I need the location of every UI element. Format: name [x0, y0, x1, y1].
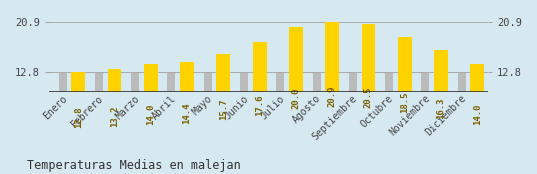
Text: 20.5: 20.5 — [364, 87, 373, 108]
Bar — [180, 62, 194, 150]
Bar — [289, 27, 303, 150]
Text: 14.4: 14.4 — [183, 102, 192, 124]
Text: 20.9: 20.9 — [328, 86, 337, 107]
Bar — [398, 37, 411, 150]
Bar — [277, 73, 284, 150]
Text: 13.2: 13.2 — [110, 105, 119, 127]
Bar — [349, 73, 357, 150]
Text: 16.3: 16.3 — [437, 97, 446, 119]
Text: 17.6: 17.6 — [255, 94, 264, 116]
Text: 18.5: 18.5 — [400, 92, 409, 113]
Bar — [313, 73, 321, 150]
Bar — [434, 50, 448, 150]
Bar — [71, 72, 85, 150]
Bar — [253, 42, 266, 150]
Bar — [95, 73, 103, 150]
Text: 14.0: 14.0 — [473, 103, 482, 125]
Bar — [107, 69, 121, 150]
Bar — [59, 73, 67, 150]
Bar — [204, 73, 212, 150]
Bar — [216, 54, 230, 150]
Bar — [144, 64, 158, 150]
Bar — [361, 24, 375, 150]
Bar — [422, 73, 430, 150]
Text: 12.8: 12.8 — [74, 106, 83, 128]
Text: 14.0: 14.0 — [146, 103, 155, 125]
Text: 20.0: 20.0 — [292, 88, 300, 109]
Bar — [240, 73, 248, 150]
Text: Temperaturas Medias en malejan: Temperaturas Medias en malejan — [27, 159, 241, 172]
Bar — [470, 64, 484, 150]
Bar — [458, 73, 466, 150]
Text: 15.7: 15.7 — [219, 99, 228, 120]
Bar — [385, 73, 393, 150]
Bar — [325, 22, 339, 150]
Bar — [168, 73, 176, 150]
Bar — [131, 73, 139, 150]
